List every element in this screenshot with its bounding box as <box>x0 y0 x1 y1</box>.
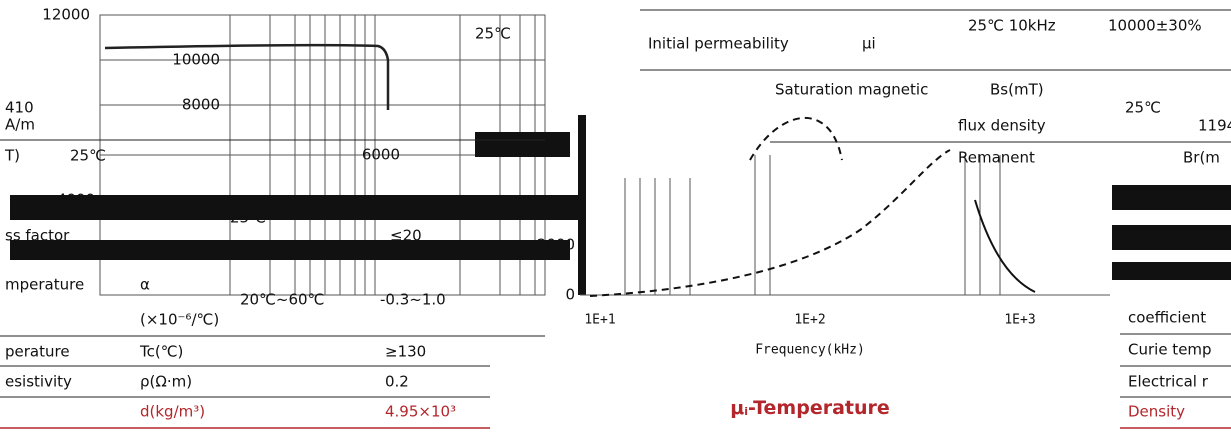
cell: 100kHz <box>245 244 302 262</box>
cell: Density <box>1128 403 1185 421</box>
cell: 25℃ 10kHz <box>968 17 1056 35</box>
cell: 4.95×10³ <box>385 403 456 421</box>
cell: 10000±30% <box>1108 17 1202 35</box>
curve-label: 25℃ <box>475 25 511 43</box>
cell: 0.2 <box>385 373 409 391</box>
page: {"temperature_chart": {"y_labels": ["120… <box>0 0 1231 432</box>
y-tick-label: 0 <box>565 286 575 304</box>
cell: perature <box>5 343 70 361</box>
block <box>1112 225 1231 250</box>
curve <box>750 118 842 160</box>
cell: 20℃~60℃ <box>240 291 324 309</box>
cell: Tc(℃) <box>139 343 183 361</box>
y-tick-label: 10000 <box>172 51 220 69</box>
chart-title: μi-Temperature <box>730 397 890 419</box>
cell: ≥130 <box>385 343 426 361</box>
cell: 25℃ <box>70 147 106 165</box>
cell: 1194 <box>1198 117 1231 135</box>
y-tick-label: 12000 <box>42 6 90 24</box>
x-tick-label: 1E+1 <box>584 313 615 328</box>
y-tick-label: 8000 <box>182 96 220 114</box>
cell: ρ(Ω·m) <box>140 373 192 391</box>
cell: T) <box>4 147 20 165</box>
x-tick-label: 1E+2 <box>794 313 825 328</box>
curve <box>975 200 1035 292</box>
curve <box>105 45 388 110</box>
cell: (×10⁻⁶/℃) <box>140 311 219 329</box>
cell: Electrical r <box>1128 373 1209 391</box>
y-tick-label: 2000 <box>537 236 575 254</box>
block <box>1112 185 1231 210</box>
cell: mperature <box>5 276 84 294</box>
block <box>1112 262 1231 280</box>
title-text: -Temperature <box>748 397 890 419</box>
cell: Bs(mT) <box>990 81 1044 99</box>
cell: α <box>140 276 150 294</box>
title-symbol: μ <box>730 397 744 419</box>
cell: 25℃ <box>230 209 266 227</box>
cell: -0.3~1.0 <box>380 291 446 309</box>
x-axis-title: Frequency(kHz) <box>755 343 865 358</box>
cell: esistivity <box>5 373 72 391</box>
cell: d(kg/m³) <box>140 403 205 421</box>
cell: A/m <box>5 116 35 134</box>
cell: 410 <box>5 99 34 117</box>
block <box>578 115 586 295</box>
frequency-labels: 1E+1 1E+2 1E+3 Frequency(kHz) μi-Tempera… <box>584 313 1035 419</box>
datasheet: 12000 10000 8000 6000 4000 2000 0 25℃ 1E… <box>0 0 1231 432</box>
cell: Br(m <box>1183 149 1220 167</box>
x-tick-label: 1E+3 <box>1004 313 1035 328</box>
cell: flux density <box>958 117 1046 135</box>
cell: ≤20 <box>390 227 422 245</box>
cell: 25℃ <box>1125 99 1161 117</box>
right-table: Initial permeability μi 25℃ 10kHz 10000±… <box>648 17 1231 421</box>
cell: Remanent <box>958 149 1035 167</box>
cell: Saturation magnetic <box>775 81 928 99</box>
cell: μi <box>862 35 876 53</box>
block <box>10 195 580 220</box>
frequency-chart <box>580 118 1231 296</box>
y-tick-label: 4000 <box>57 191 95 209</box>
y-tick-label: 6000 <box>362 146 400 164</box>
cell: Curie temp <box>1128 341 1212 359</box>
cell: coefficient <box>1128 309 1206 327</box>
block <box>475 132 570 157</box>
cell: Initial permeability <box>648 35 789 53</box>
cell: ss factor <box>5 227 70 245</box>
